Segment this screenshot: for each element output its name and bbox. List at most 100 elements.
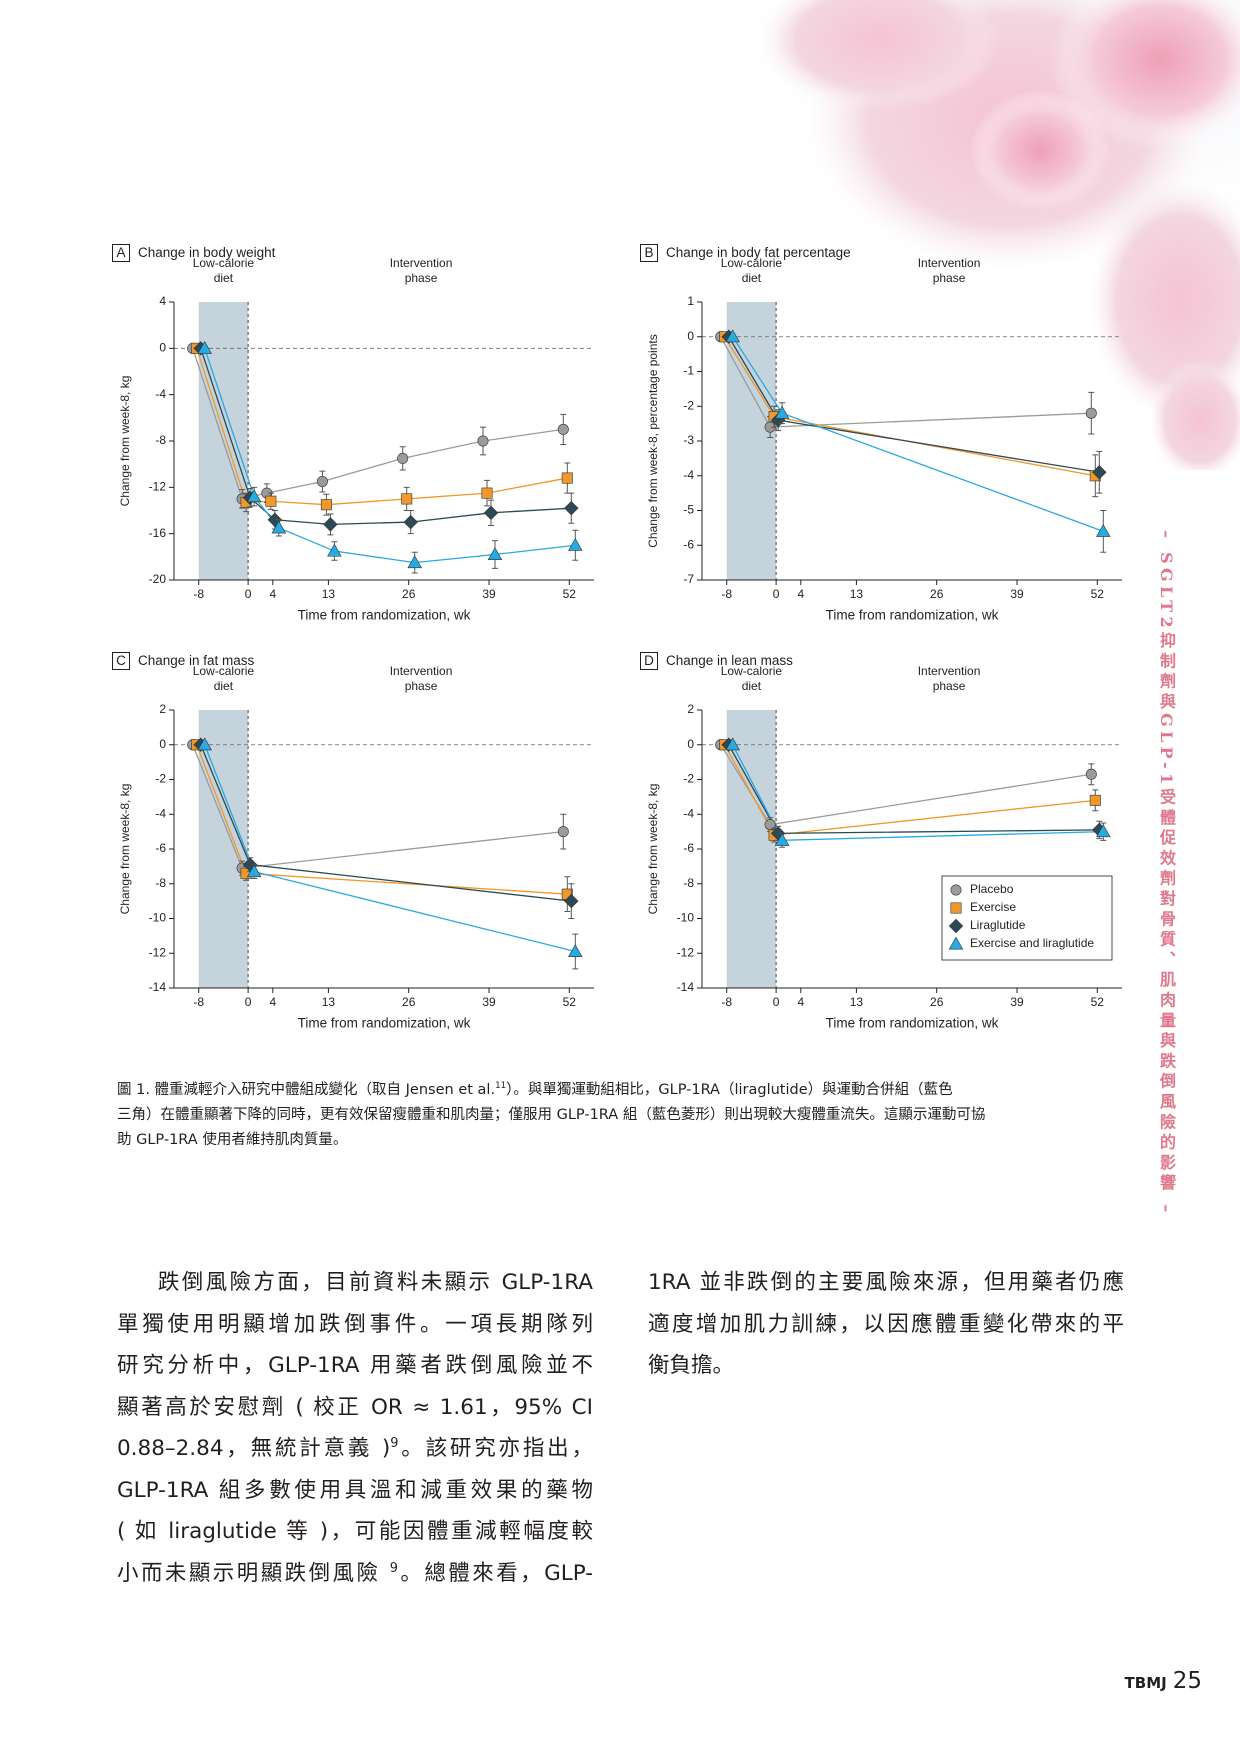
data-point — [561, 472, 573, 484]
y-tick-label: 0 — [159, 341, 166, 355]
text-span: 跌倒風險方面，目前資料未顯示 GLP-1RA — [157, 1270, 593, 1295]
phase-label: diet — [742, 271, 762, 285]
data-point — [564, 893, 579, 909]
panel-box — [640, 244, 658, 262]
text-span: 單獨使用明顯增加跌倒事件。一項長期隊列 — [117, 1311, 593, 1337]
x-tick-label: 52 — [1091, 587, 1105, 601]
panel-letter: A — [116, 245, 125, 260]
text-span: 1RA 並非跌倒的主要風險來源，但用藥者仍應 — [648, 1270, 1124, 1295]
y-tick-label: -4 — [155, 387, 166, 401]
chart-title: Change in body fat percentage — [666, 245, 851, 260]
series-line — [204, 744, 576, 953]
data-point — [1096, 523, 1111, 537]
x-tick-label: 39 — [1010, 995, 1024, 1009]
y-tick-label: -2 — [683, 398, 694, 412]
y-tick-label: -8 — [683, 876, 694, 890]
text-line: 衡負擔。 — [648, 1345, 1124, 1387]
y-tick-label: -2 — [155, 772, 166, 786]
y-tick-label: -4 — [683, 806, 694, 820]
y-axis-label: Change from week-8, kg — [118, 376, 132, 507]
data-point — [1085, 407, 1097, 419]
x-tick-label: 26 — [402, 587, 416, 601]
phase-label: Intervention — [390, 256, 453, 270]
data-point — [403, 514, 418, 530]
data-point — [487, 547, 503, 561]
data-point — [316, 476, 328, 488]
reference-superscript: 11 — [495, 1081, 507, 1092]
phase-label: Intervention — [918, 664, 981, 678]
text-line: 顯著高於安慰劑 ( 校正 OR ≈ 1.61，95% CI — [117, 1387, 593, 1429]
y-tick-label: 1 — [687, 294, 694, 308]
text-line: 單獨使用明顯增加跌倒事件。一項長期隊列 — [117, 1304, 593, 1346]
phase-label: Low-calorie — [721, 664, 783, 678]
legend-marker — [948, 936, 964, 950]
data-point — [197, 737, 212, 751]
y-tick-label: -5 — [683, 503, 694, 517]
series-line — [732, 744, 1104, 841]
text-span: 助 GLP-1RA 使用者維持肌肉質量。 — [117, 1132, 348, 1148]
x-tick-label: 13 — [850, 995, 864, 1009]
y-tick-label: -10 — [677, 911, 695, 925]
text-line: 研究分析中，GLP-1RA 用藥者跌倒風險並不 — [117, 1345, 593, 1387]
panel-box — [112, 244, 130, 262]
data-point — [725, 737, 740, 751]
y-tick-label: -12 — [677, 945, 695, 959]
data-point — [271, 520, 287, 534]
y-tick-label: -4 — [683, 468, 694, 482]
panel-box — [112, 652, 130, 670]
x-tick-label: 52 — [1091, 995, 1105, 1009]
reference-superscript: 9 — [389, 1560, 398, 1576]
phase-label: diet — [214, 679, 234, 693]
x-tick-label: -8 — [193, 995, 204, 1009]
x-tick-label: -8 — [721, 995, 732, 1009]
text-span: 。總體來看，GLP- — [397, 1560, 593, 1586]
series-line — [724, 744, 1096, 836]
text-line: GLP-1RA 組多數使用具溫和減重效果的藥物 — [117, 1470, 593, 1512]
text-line: 圖 1. 體重減輕介入研究中體組成變化（取自 Jensen et al.11）。… — [117, 1078, 1127, 1103]
x-tick-label: 52 — [563, 995, 577, 1009]
x-tick-label: -8 — [193, 587, 204, 601]
text-span: 圖 1. 體重減輕介入研究中體組成變化（取自 Jensen et al. — [117, 1082, 496, 1098]
series-line — [196, 348, 568, 506]
phase-label: Intervention — [918, 256, 981, 270]
y-tick-label: -16 — [149, 526, 167, 540]
x-tick-label: 0 — [773, 995, 780, 1009]
y-tick-label: -14 — [149, 980, 167, 994]
text-line: 0.88–2.84，無統計意義 )9。該研究亦指出， — [117, 1428, 593, 1470]
x-axis-label: Time from randomization, wk — [298, 608, 471, 623]
series-line — [200, 744, 572, 902]
text-span: 三角）在體重顯著下降的同時，更有效保留瘦體重和肌肉量；僅服用 GLP-1RA 組… — [117, 1107, 986, 1123]
text-span: 。該研究亦指出， — [398, 1436, 593, 1461]
series-line — [732, 336, 1104, 532]
y-tick-label: -14 — [677, 980, 695, 994]
panel-box — [640, 652, 658, 670]
data-point — [320, 499, 332, 511]
x-tick-label: 39 — [482, 587, 496, 601]
data-point — [568, 537, 583, 551]
data-point — [197, 340, 212, 354]
text-line: 跌倒風險方面，目前資料未顯示 GLP-1RA — [117, 1262, 593, 1304]
text-line: 三角）在體重顯著下降的同時，更有效保留瘦體重和肌肉量；僅服用 GLP-1RA 組… — [117, 1103, 1127, 1128]
y-tick-label: -3 — [683, 433, 694, 447]
data-point — [774, 405, 790, 419]
x-axis-label: Time from randomization, wk — [826, 608, 999, 623]
x-tick-label: 0 — [773, 587, 780, 601]
reference-superscript: 9 — [390, 1435, 399, 1451]
y-tick-label: 4 — [159, 294, 166, 308]
chart-title: Change in lean mass — [666, 653, 793, 668]
legend-marker — [948, 918, 964, 934]
data-point — [246, 489, 262, 503]
data-point — [564, 500, 579, 516]
body-column-left: 跌倒風險方面，目前資料未顯示 GLP-1RA 單獨使用明顯增加跌倒事件。一項長期隊… — [117, 1262, 593, 1594]
chart-b: B Change in body fat percentageLow-calori… — [640, 244, 1122, 623]
chart-title: Change in fat mass — [138, 653, 255, 668]
x-tick-label: 26 — [402, 995, 416, 1009]
x-axis-label: Time from randomization, wk — [826, 1016, 999, 1031]
text-line: ( 如 liraglutide 等 )，可能因體重減輕幅度較 — [117, 1511, 593, 1553]
y-tick-label: -8 — [155, 876, 166, 890]
legend-label: Liraglutide — [970, 918, 1026, 932]
data-point — [774, 832, 790, 846]
